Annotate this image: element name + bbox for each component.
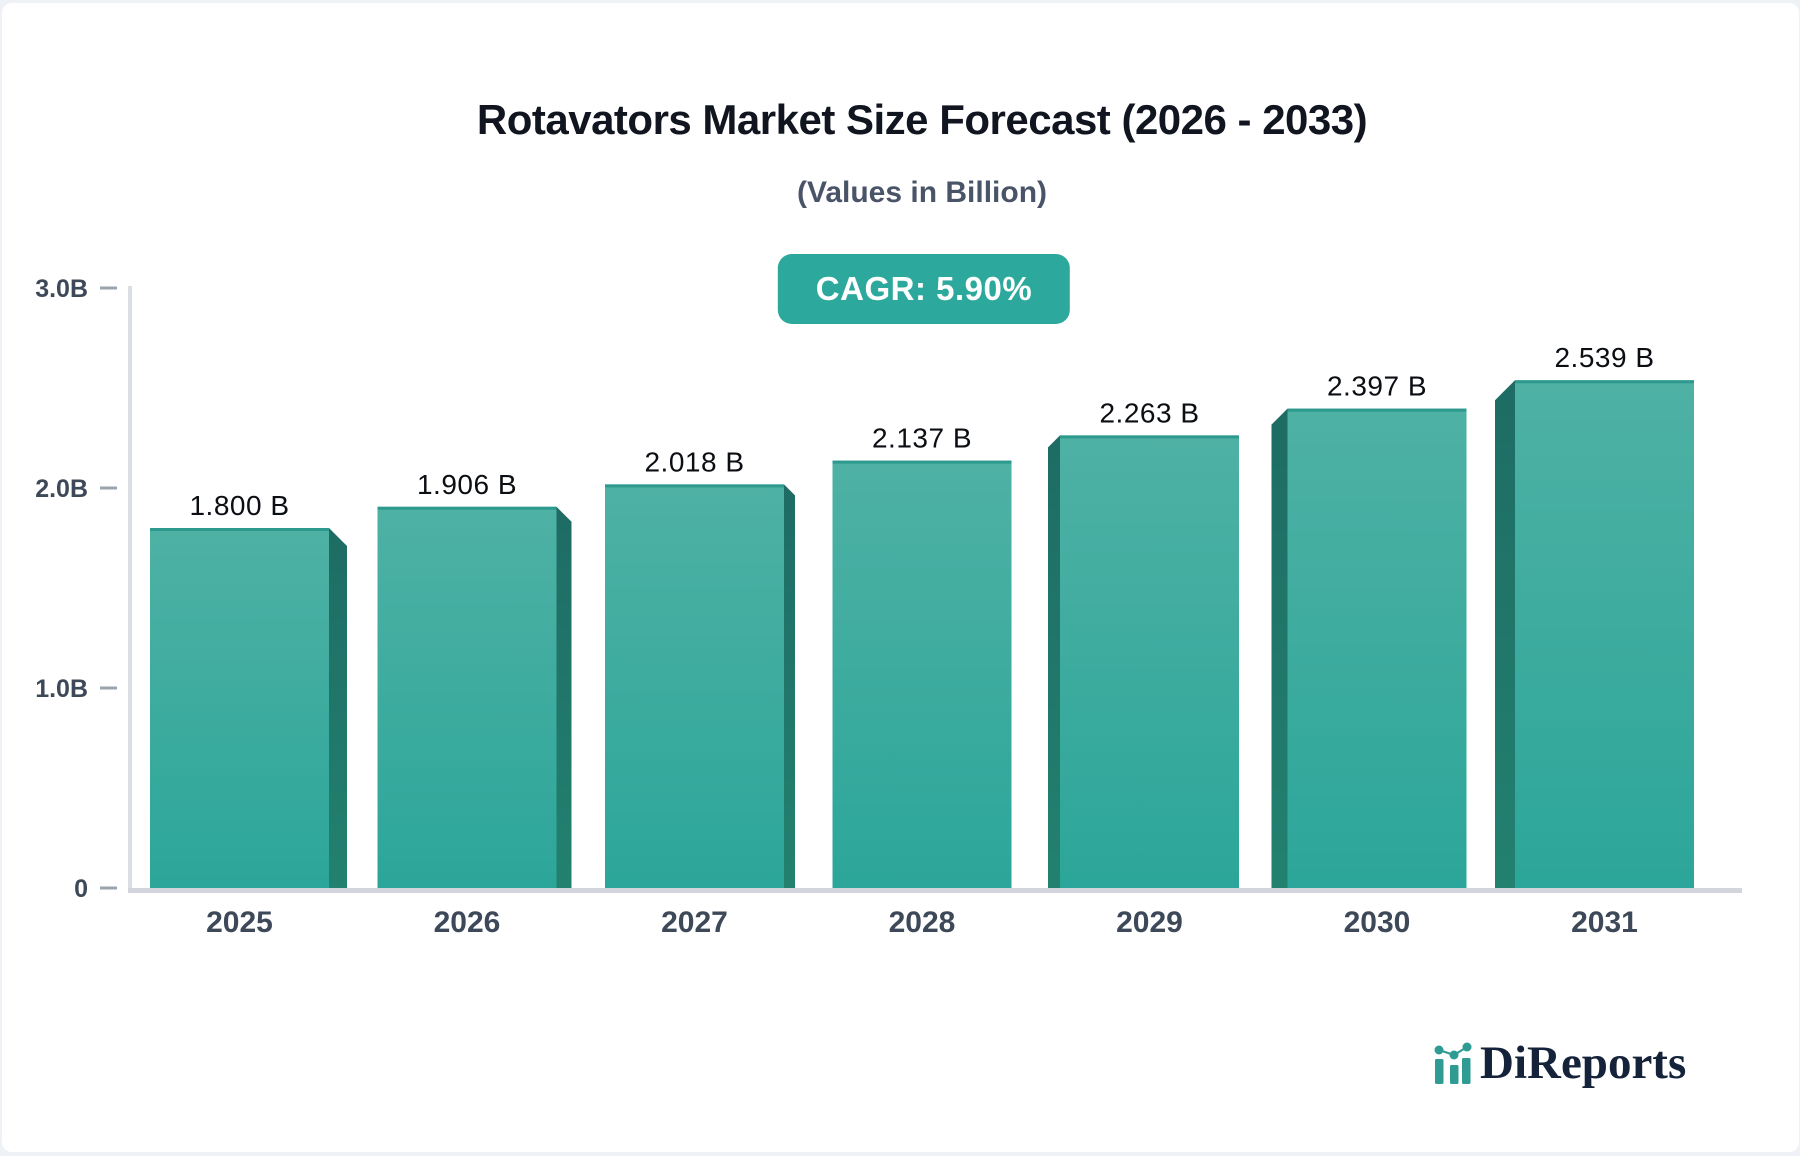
y-axis-label: 0 [74,875,88,903]
bar-2029 [1060,435,1239,889]
bar-side-2031 [1495,380,1515,889]
direports-logo: DiReports [1430,1036,1687,1089]
x-axis-label: 2027 [661,906,728,939]
bar-2028 [832,460,1012,889]
bar-chart-trend-icon [1434,1042,1472,1084]
bar-2031 [1515,380,1694,889]
bar-value-label: 2.539 B [1554,342,1654,373]
bar-side-2027 [784,484,795,889]
bar-2027 [605,484,784,889]
y-axis-label: 1.0B [35,675,88,703]
x-axis-label: 2025 [206,906,273,939]
y-axis-label: 3.0B [35,275,88,303]
bar-2030 [1287,408,1467,889]
x-axis-label: 2028 [889,906,956,939]
x-axis-label: 2031 [1571,906,1638,939]
bar-side-2029 [1048,435,1060,889]
bar-value-label: 1.906 B [417,469,517,500]
x-axis-label: 2026 [434,906,501,939]
bar-side-2030 [1271,408,1288,889]
bar-value-label: 2.397 B [1327,371,1427,402]
chart-title: Rotavators Market Size Forecast (2026 - … [476,96,1368,143]
chart-subtitle: (Values in Billion) [796,176,1048,209]
cagr-badge: CAGR: 5.90% [777,254,1071,324]
bar-2025 [150,528,329,889]
y-axis-label: 2.0B [35,475,88,503]
bar-value-label: 1.800 B [189,490,289,521]
x-axis-label: 2030 [1344,906,1411,939]
x-axis-label: 2029 [1116,906,1183,939]
bar-side-2026 [556,506,572,889]
logo-text: DiReports [1480,1037,1687,1089]
bar-value-label: 2.018 B [644,446,744,477]
bar-side-2025 [329,528,347,889]
bar-2026 [377,506,557,889]
bar-value-label: 2.137 B [872,423,972,454]
bar-value-label: 2.263 B [1099,397,1199,428]
